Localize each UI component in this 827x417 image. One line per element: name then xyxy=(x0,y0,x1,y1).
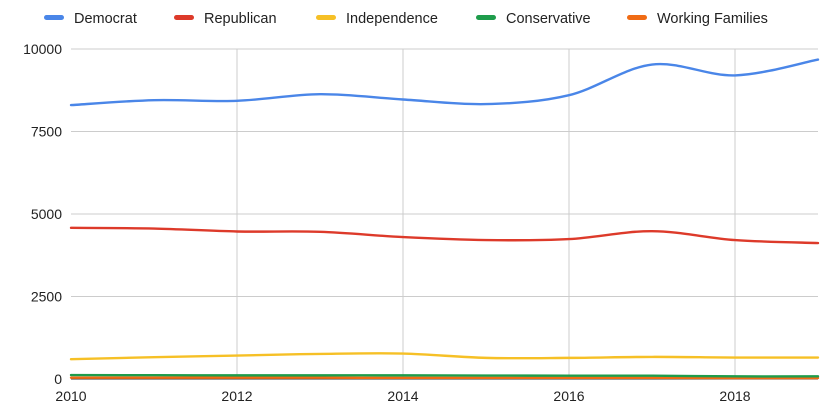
series-line-republican xyxy=(71,228,818,243)
x-axis-tick-labels: 2010 2012 2014 2016 2018 xyxy=(55,388,750,404)
series-line-conservative xyxy=(71,375,818,376)
x-tick-label: 2014 xyxy=(387,388,418,404)
legend-swatch xyxy=(44,15,64,20)
legend-label: Democrat xyxy=(74,11,137,27)
legend-label: Republican xyxy=(204,11,277,27)
x-tick-label: 2018 xyxy=(719,388,750,404)
y-tick-label: 7500 xyxy=(31,124,62,140)
legend-item-working-families[interactable]: Working Families xyxy=(627,11,768,27)
series-lines xyxy=(71,60,818,378)
legend-item-conservative[interactable]: Conservative xyxy=(476,11,591,27)
x-tick-label: 2010 xyxy=(55,388,86,404)
legend-swatch xyxy=(476,15,496,20)
y-tick-label: 5000 xyxy=(31,206,62,222)
y-tick-label: 2500 xyxy=(31,289,62,305)
legend-swatch xyxy=(316,15,336,20)
x-tick-label: 2012 xyxy=(221,388,252,404)
legend-item-democrat[interactable]: Democrat xyxy=(44,11,137,27)
y-tick-label: 0 xyxy=(54,371,62,387)
legend-swatch xyxy=(174,15,194,20)
legend-item-republican[interactable]: Republican xyxy=(174,11,277,27)
legend-label: Conservative xyxy=(506,11,591,27)
series-line-independence xyxy=(71,353,818,359)
y-tick-label: 10000 xyxy=(23,41,62,57)
legend-label: Independence xyxy=(346,11,438,27)
y-axis-tick-labels: 0 2500 5000 7500 10000 xyxy=(23,41,62,387)
legend: Democrat Republican Independence Conservati… xyxy=(44,11,768,27)
legend-label: Working Families xyxy=(657,11,768,27)
legend-item-independence[interactable]: Independence xyxy=(316,11,438,27)
series-line-democrat xyxy=(71,60,818,106)
legend-swatch xyxy=(627,15,647,20)
horizontal-gridlines xyxy=(71,49,818,379)
x-tick-label: 2016 xyxy=(553,388,584,404)
